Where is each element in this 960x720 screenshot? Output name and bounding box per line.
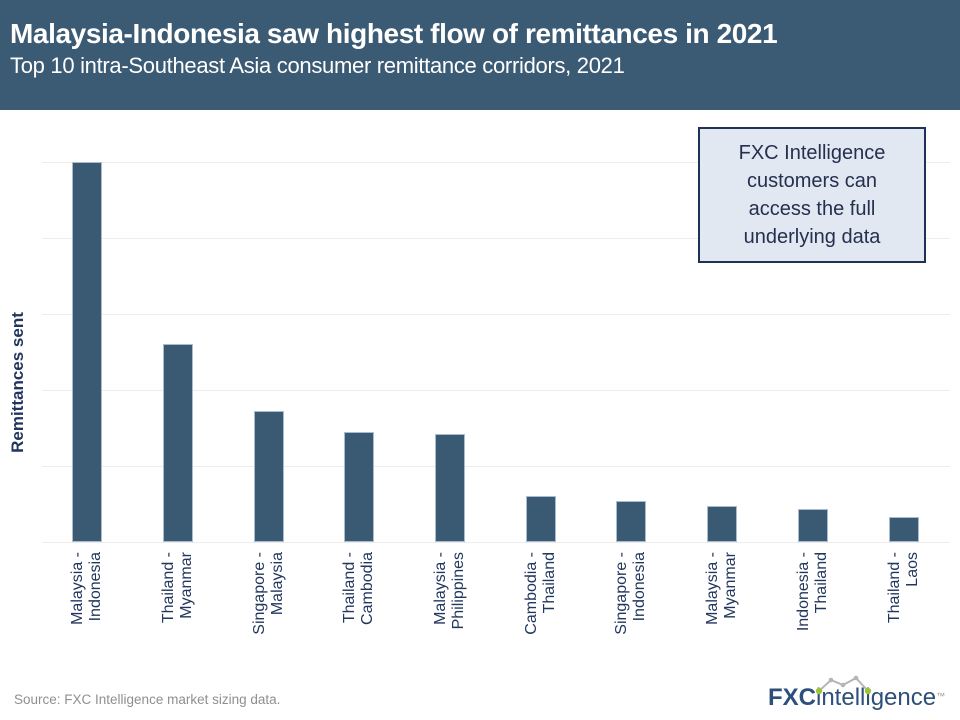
logo-text-rest: intelligence [816,684,937,711]
x-axis-label: Malaysia - Indonesia [69,552,105,667]
bar-singapore-indonesia [616,501,647,542]
callout-text-line: access the full [748,198,876,220]
x-axis-label-line: Indonesia [631,552,649,622]
x-axis-label-line: Singapore - [250,552,268,635]
bar-thailand-laos [888,517,919,542]
chart-subtitle: Top 10 intra-Southeast Asia consumer rem… [10,53,625,78]
x-axis-label-line: Myanmar [178,552,196,619]
source-note: Source: FXC Intelligence market sizing d… [14,692,281,707]
bar-singapore-malaysia [253,411,284,542]
x-axis-label: Indonesia - Thailand [795,552,831,667]
x-axis-label-line: Singapore - [613,552,631,635]
bar-thailand-cambodia [344,432,375,542]
logo-text-bold: FXC [768,684,816,711]
y-axis-label: Remittances sent [8,312,27,453]
x-axis-label-line: Malaysia [268,552,286,616]
gridline [42,238,950,239]
bar-malaysia-philippines [435,434,466,542]
x-axis-label-line: Malaysia - [69,552,87,625]
x-axis-label: Thailand - Myanmar [160,552,196,667]
plot-area: Malaysia - Indonesia Thailand - Myanmar Sing… [0,110,960,670]
bar-indonesia-thailand [797,509,828,542]
gridline [42,390,950,391]
brand-logo: FXCintelligence™ [768,672,950,718]
gridline [42,314,950,315]
x-axis-label: Malaysia - Myanmar [704,552,740,667]
callout-text-line: customers can [746,170,878,192]
callout-text-line: FXC Intelligence [738,142,886,164]
x-axis-label-line: Indonesia - [794,552,812,632]
logo-text: FXCintelligence™ [768,686,945,710]
bar-cambodia-thailand [525,496,556,542]
callout-text: FXC Intelligence customers can access the … [739,139,886,251]
x-axis-label-line: Thailand [812,552,830,614]
x-axis-label-line: Thailand [540,552,558,614]
gridline [42,162,950,163]
callout-text-line: underlying data [743,226,881,248]
bar-malaysia-indonesia [72,162,103,542]
x-axis-label: Malaysia - Philippines [432,552,468,667]
logo-sparkline-icon [815,675,872,695]
x-axis-label-line: Thailand - [341,552,359,624]
x-axis-label-line: Indonesia [87,552,105,622]
gridline [42,466,950,467]
chart-title: Malaysia-Indonesia saw highest flow of r… [10,18,778,49]
x-axis-label: Thailand - Cambodia [341,552,377,667]
x-axis-label-line: Malaysia - [432,552,450,625]
x-axis-label-line: Cambodia - [522,552,540,635]
x-axis-label-line: Cambodia [359,552,377,625]
x-axis-label: Singapore - Malaysia [251,552,287,667]
trademark-symbol: ™ [936,691,946,701]
x-axis-label-line: Philippines [450,552,468,630]
header: Malaysia-Indonesia saw highest flow of r… [0,0,960,110]
x-axis-label-line: Thailand - [885,552,903,624]
x-axis-label-line: Thailand - [160,552,178,624]
x-axis-label-line: Myanmar [722,552,740,619]
bar-thailand-myanmar [163,344,194,542]
callout-box: FXC Intelligence customers can access the … [698,127,926,263]
bar-malaysia-myanmar [707,506,738,542]
x-axis-line [42,542,950,543]
x-axis-label-line: Malaysia - [704,552,722,625]
x-axis-label-line: Laos [903,552,921,587]
x-axis-label: Thailand - Laos [886,552,922,667]
x-axis-label: Singapore - Indonesia [613,552,649,667]
x-axis-label: Cambodia - Thailand [523,552,559,667]
